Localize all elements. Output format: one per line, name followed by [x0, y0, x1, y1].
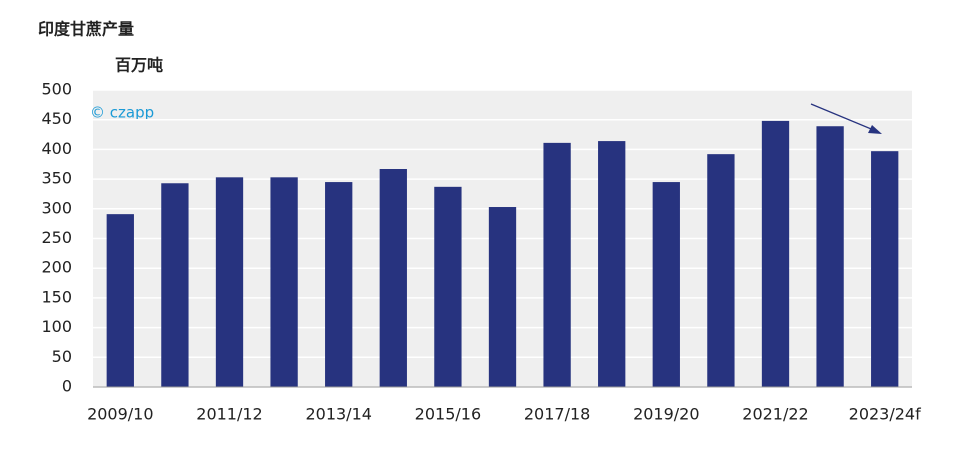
x-tick-label: 2017/18	[524, 405, 590, 424]
y-tick-label: 100	[41, 317, 72, 336]
x-tick-label: 2009/10	[87, 405, 153, 424]
y-tick-label: 0	[62, 377, 72, 396]
bar	[161, 183, 189, 387]
y-tick-label: 350	[41, 169, 72, 188]
bar	[325, 182, 353, 387]
y-tick-label: 250	[41, 228, 72, 247]
bar	[598, 141, 626, 387]
bar	[106, 214, 134, 387]
chart-title: 印度甘蔗产量	[38, 20, 134, 39]
bar	[270, 177, 298, 387]
x-tick-label: 2013/14	[305, 405, 371, 424]
bar	[871, 151, 899, 387]
x-tick-label: 2011/12	[196, 405, 262, 424]
x-tick-label: 2021/22	[742, 405, 808, 424]
x-tick-label: 2019/20	[633, 405, 699, 424]
bar	[816, 126, 844, 387]
bar	[707, 154, 735, 387]
bar	[215, 177, 244, 387]
plot: 0 50 100 150 200 250 300 350 400 450 500 2009/10 201…	[41, 80, 921, 424]
bar	[543, 142, 571, 387]
y-tick-label: 200	[41, 258, 72, 277]
arrow-head	[868, 125, 882, 134]
watermark: © czapp	[90, 104, 154, 122]
unit-label: 百万吨	[115, 56, 163, 75]
x-tick-label: 2023/24f	[849, 405, 921, 424]
y-tick-label: 300	[41, 198, 72, 217]
trend-arrow	[810, 103, 877, 132]
bar	[652, 182, 680, 387]
y-tick-label: 150	[41, 287, 72, 306]
x-tick-label: 2015/16	[415, 405, 481, 424]
y-tick-label: 450	[41, 109, 72, 128]
y-tick-label: 500	[41, 80, 72, 99]
y-tick-label: 50	[52, 347, 72, 366]
bar	[379, 169, 407, 387]
bar	[488, 207, 517, 387]
bar	[434, 186, 462, 387]
bar	[761, 120, 790, 387]
y-tick-label: 400	[41, 139, 72, 158]
